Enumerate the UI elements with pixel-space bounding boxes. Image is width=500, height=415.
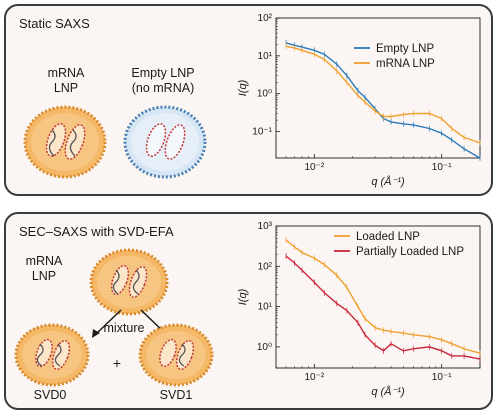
- legend-label: Partially Loaded LNP: [356, 246, 464, 258]
- static-saxs-panel: Static SAXS mRNA LNP Empty LNP (no mRNA)…: [4, 4, 493, 196]
- x-tick-label: 10⁻²: [304, 162, 324, 173]
- label-mrna-lnp-bottom: mRNA LNP: [25, 254, 63, 283]
- legend-label: Empty LNP: [376, 43, 434, 55]
- legend-label: mRNA LNP: [376, 58, 435, 70]
- x-tick-label: 10⁻¹: [432, 372, 452, 383]
- x-axis-label: q (Å⁻¹): [371, 175, 405, 188]
- y-tick-label: 10⁰: [257, 89, 272, 100]
- y-tick-label: 10⁰: [257, 342, 272, 353]
- label-svd1: SVD1: [159, 388, 193, 402]
- plot-frame: [275, 17, 481, 159]
- y-axis-label: I(q): [237, 79, 249, 96]
- chart-sec-saxs: 10⁰ 10¹ 10² 10³ 10⁻² 10⁻¹ q (Å⁻¹) I(q) Loaded LN…: [237, 221, 481, 398]
- y-tick-label: 10³: [258, 221, 273, 232]
- y-tick-label: 10¹: [258, 302, 273, 313]
- svd0-particle-illustration: [14, 323, 90, 387]
- panel-title-sec-saxs: SEC–SAXS with SVD-EFA: [19, 224, 174, 239]
- chart-static-saxs: 10⁻¹ 10⁰ 10¹ 10² 10⁻² 10⁻¹ q (Å⁻¹) I(q) Empty LN…: [237, 13, 481, 188]
- x-tick-label: 10⁻¹: [432, 162, 452, 173]
- legend-label: Loaded LNP: [356, 231, 420, 243]
- x-axis-label: q (Å⁻¹): [371, 385, 405, 398]
- mrna-lnp-mixture-illustration: [89, 248, 169, 316]
- panel-title-static-saxs: Static SAXS: [19, 16, 90, 31]
- label-plus: +: [112, 355, 122, 371]
- label-mrna-lnp: mRNA LNP: [47, 66, 85, 95]
- plot-frame: [275, 225, 481, 369]
- empty-lnp-particle-illustration: [123, 105, 207, 179]
- label-mixture: mixture: [103, 321, 145, 335]
- y-axis-label: I(q): [237, 288, 249, 305]
- label-svd0: SVD0: [33, 388, 67, 402]
- y-tick-label: 10¹: [258, 51, 273, 62]
- y-tick-label: 10²: [258, 261, 273, 272]
- svd1-particle-illustration: [138, 323, 214, 387]
- mrna-lnp-particle-illustration: [23, 105, 107, 179]
- label-empty-lnp: Empty LNP (no mRNA): [131, 66, 195, 95]
- y-tick-label: 10⁻¹: [252, 127, 272, 138]
- x-tick-label: 10⁻²: [304, 372, 324, 383]
- y-tick-label: 10²: [258, 13, 273, 24]
- sec-saxs-panel: SEC–SAXS with SVD-EFA mRNA LNP mixture +…: [4, 212, 493, 410]
